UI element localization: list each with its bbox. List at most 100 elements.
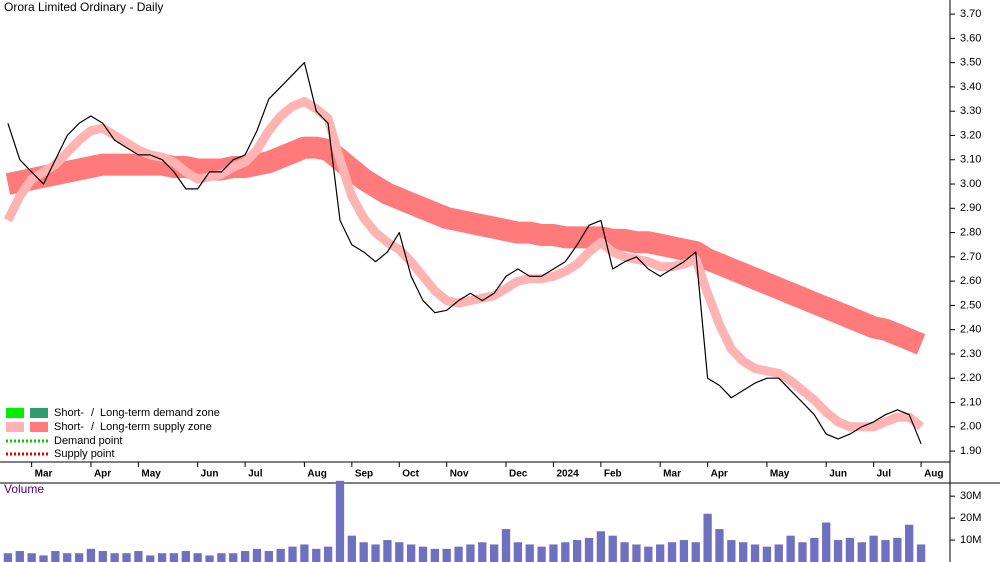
volume-bar xyxy=(774,544,783,562)
volume-bar xyxy=(786,535,795,562)
y-tick-label: 2.50 xyxy=(960,299,981,311)
volume-bar xyxy=(644,546,653,562)
x-tick-label: Apr xyxy=(711,469,728,480)
y-tick-label: 2.10 xyxy=(960,396,981,408)
volume-bar xyxy=(264,551,273,562)
y-tick-label: 1.90 xyxy=(960,445,981,457)
volume-bar xyxy=(418,546,428,562)
y-tick-label: 2.90 xyxy=(960,202,981,214)
volume-bar xyxy=(822,522,831,562)
volume-bar xyxy=(656,544,665,562)
volume-bar xyxy=(916,544,926,562)
y2-tick-label: 20M xyxy=(960,512,981,524)
volume-bar xyxy=(727,540,736,562)
volume-bar xyxy=(632,544,641,562)
volume-bar xyxy=(703,513,712,562)
volume-bar xyxy=(857,542,866,562)
volume-bar xyxy=(335,480,345,562)
x-tick-label: Oct xyxy=(402,469,419,480)
y-tick-label: 3.40 xyxy=(960,81,981,93)
volume-bar xyxy=(300,544,309,562)
volume-bar xyxy=(715,529,724,562)
volume-bar xyxy=(312,548,321,562)
x-tick-label: Apr xyxy=(94,469,111,480)
x-tick-label: Mar xyxy=(663,469,681,480)
chart-title: Orora Limited Ordinary - Daily xyxy=(4,0,163,14)
volume-bar xyxy=(501,529,511,562)
legend-separator: / xyxy=(91,407,95,419)
volume-bar xyxy=(27,553,36,562)
volume-bar xyxy=(359,542,368,562)
x-tick-label: Jun xyxy=(201,469,219,480)
x-tick-label: May xyxy=(141,469,161,480)
volume-bar xyxy=(39,555,48,562)
volume-bar xyxy=(893,537,902,562)
volume-bar xyxy=(489,544,499,562)
volume-bar xyxy=(537,546,546,562)
volume-bar xyxy=(98,551,107,562)
volume-bar xyxy=(561,542,570,562)
legend-label: Long-term supply zone xyxy=(100,421,212,433)
volume-bar xyxy=(620,542,629,562)
x-tick-label: Nov xyxy=(450,469,469,480)
volume-bar xyxy=(288,546,297,562)
y-tick-label: 2.00 xyxy=(960,421,981,433)
legend-label: Short- xyxy=(54,421,84,433)
volume-bar xyxy=(193,553,202,562)
y-tick-label: 2.60 xyxy=(960,275,981,287)
volume-bar xyxy=(478,542,487,562)
volume-bar xyxy=(51,551,60,562)
y-tick-label: 3.50 xyxy=(960,57,981,69)
x-tick-label: Jul xyxy=(877,469,892,480)
volume-bar xyxy=(762,546,772,562)
volume-bar xyxy=(217,553,226,562)
y-tick-label: 2.30 xyxy=(960,348,981,360)
price-line xyxy=(7,62,922,445)
volume-bar xyxy=(15,551,24,562)
volume-bar xyxy=(205,555,214,562)
volume-bar xyxy=(347,535,356,562)
volume-bar xyxy=(406,544,416,562)
y-tick-label: 2.80 xyxy=(960,226,981,238)
volume-bar xyxy=(63,553,72,562)
volume-title: Volume xyxy=(4,482,44,496)
x-tick-label: Feb xyxy=(604,469,622,480)
y-tick-label: 3.30 xyxy=(960,105,981,117)
volume-bar xyxy=(146,555,155,562)
volume-bar xyxy=(584,537,594,562)
volume-bar xyxy=(3,553,13,562)
y2-tick-label: 10M xyxy=(960,534,981,546)
volume-bar xyxy=(86,548,96,562)
volume-bar xyxy=(181,551,190,562)
volume-bar xyxy=(122,553,131,562)
volume-bar xyxy=(240,551,250,562)
legend-separator: / xyxy=(91,421,95,433)
volume-bar xyxy=(750,544,760,562)
y-tick-label: 3.70 xyxy=(960,8,981,20)
legend-label: Short- xyxy=(54,407,84,419)
x-tick-label: 2024 xyxy=(556,469,579,480)
legend-swatch xyxy=(6,408,24,418)
volume-bar xyxy=(229,553,238,562)
legend-label: Supply point xyxy=(54,448,115,460)
volume-bar xyxy=(596,531,606,562)
y-tick-label: 3.00 xyxy=(960,178,981,190)
y-tick-label: 3.10 xyxy=(960,154,981,166)
x-tick-label: Aug xyxy=(307,469,326,480)
volume-bar xyxy=(323,546,333,562)
legend-swatch xyxy=(30,408,48,418)
volume-bar xyxy=(252,548,262,562)
volume-bar xyxy=(905,524,914,562)
x-tick-label: Aug xyxy=(924,469,943,480)
volume-bar xyxy=(395,542,404,562)
y-tick-label: 2.20 xyxy=(960,372,981,384)
volume-bar xyxy=(667,542,677,562)
x-tick-label: Dec xyxy=(509,469,528,480)
volume-bar xyxy=(881,540,890,562)
long-term-zone xyxy=(5,136,926,355)
x-tick-label: Jun xyxy=(829,469,847,480)
y2-tick-label: 30M xyxy=(960,490,981,502)
x-tick-label: Sep xyxy=(355,469,373,480)
legend-swatch xyxy=(6,422,24,432)
